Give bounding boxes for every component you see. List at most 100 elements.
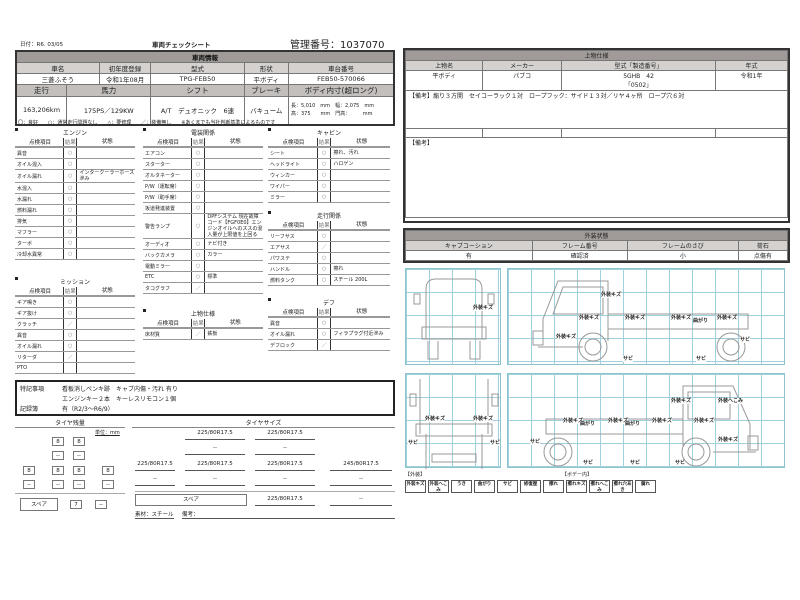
check-row: エアサス ／ <box>268 242 390 253</box>
value: 5GHB 42 <box>623 73 654 80</box>
rear-view-diagram: 外装キズ 外装キズ サビ サビ <box>405 373 501 469</box>
column-header: 状態 <box>356 222 368 228</box>
check-row: 異音 ○ <box>15 330 135 341</box>
check-result: ○ <box>316 181 332 191</box>
check-row: エアコン ○ <box>143 148 263 159</box>
tire-size-title: タイヤサイズ <box>132 418 395 428</box>
column-header: 結果 <box>63 287 78 295</box>
date: 日付：R6. 03/05 <box>20 42 64 48</box>
check-result: ○ <box>63 249 78 259</box>
check-result: ○ <box>191 261 206 271</box>
damage-mark: 外装キズ <box>652 418 673 424</box>
check-result: ○ <box>191 239 206 249</box>
check-row: ウィンカー ○ <box>268 170 390 181</box>
left-side-diagram: 外装キズ 外装キズ 外装キズ 外装キズ 曲がり 外装キズ 外装キズ サビ サビ … <box>507 268 785 365</box>
check-result: ○ <box>191 159 206 169</box>
label: 型式 <box>150 62 245 74</box>
damage-mark: サビ <box>530 439 541 445</box>
damage-mark: 外装キズ <box>671 398 692 404</box>
value: 平ボディ <box>404 70 484 91</box>
tire-size: -- <box>185 445 245 455</box>
check-result: ○ <box>63 227 78 237</box>
tire-remain-box: 8 <box>102 466 114 475</box>
label: ボディ内寸(超ロング) <box>287 84 395 97</box>
check-item: オルタネーター <box>145 172 181 179</box>
body-dims-1: 長：5,010 mm 幅：2,075 mm <box>290 103 375 110</box>
check-row: P/W（運転席） ○ <box>143 181 263 192</box>
horsepower: 175PS／129KW <box>66 96 152 125</box>
damage-legend-chip: 擦れ穴あき <box>612 480 633 493</box>
check-row: 燃料漏れ ○ <box>15 205 135 216</box>
check-item: P/W（運転席） <box>145 183 180 190</box>
tire-size: -- <box>255 476 315 486</box>
check-item: デフロック <box>270 342 296 349</box>
front-view-diagram: 外装キズ <box>405 268 501 365</box>
serial: 「0502」 <box>624 82 653 89</box>
tire-remain-box: -- <box>73 480 85 489</box>
check-item: 床材質 <box>145 331 161 338</box>
column-header: 点検項目 <box>156 321 179 327</box>
column-header: 結果 <box>316 308 332 316</box>
check-row: ギア抜け ○ <box>15 308 135 319</box>
check-item: ターボ <box>17 240 33 247</box>
check-status: 擦れ <box>333 266 344 272</box>
check-result: ○ <box>191 148 206 158</box>
check-row: バックカメラ ○ カラー <box>143 250 263 261</box>
tire-remain-box: 8 <box>73 466 85 475</box>
check-item: 燃料漏れ <box>17 207 38 214</box>
damage-mark: サビ <box>408 440 419 446</box>
record-book-label: 記録簿 <box>20 406 39 413</box>
damage-mark: 外装キズ <box>625 315 646 321</box>
check-result: ○ <box>63 170 78 182</box>
check-row: 警告ランプ ○ DPFシステム 現在故障コード【FGF0E0】エンジンオイルへのスス… <box>143 214 263 239</box>
damage-mark: 外装キズ <box>717 315 738 321</box>
spare-size-label: スペア <box>135 494 247 506</box>
check-item: パワステ <box>270 255 291 262</box>
check-item: ギア鳴き <box>17 299 38 306</box>
column-header: 状態 <box>101 288 113 294</box>
check-item: エアサス <box>270 244 290 251</box>
damage-legend-chip: 擦れへこみ <box>589 480 610 493</box>
remarks-line: エンジンキー２本 キーレスリモコン１個 <box>62 396 177 403</box>
damage-mark: 外装キズ <box>473 416 494 422</box>
check-result: ／ <box>316 242 332 252</box>
tire-size: 245/80R17.5 <box>330 461 392 471</box>
section-title: 走行関係 <box>268 211 390 221</box>
check-status: 鉄板 <box>207 331 218 337</box>
label: 型式「製造番号」 <box>560 60 717 71</box>
column-header: 結果 <box>63 138 78 146</box>
check-item: P/W（助手席） <box>145 194 180 201</box>
check-item: 水漏れ <box>17 196 33 203</box>
tire-remain-box: 8 <box>23 466 35 475</box>
check-result: ／ <box>63 352 78 362</box>
label: シフト <box>150 84 245 97</box>
damage-mark: 外装キズ <box>718 437 739 443</box>
check-item: 異音 <box>17 150 28 157</box>
electrical-check-table: 電装関係 点検項目 結果 状態 エアコン ○ スターター ○ オルタネーター ○ P/W（運転席） ○… <box>143 128 263 294</box>
label: 車名 <box>15 62 100 74</box>
check-item: ヘッドライト <box>270 161 301 168</box>
cabin-check-table: キャビン 点検項目 結果 状態 シート ○ 擦れ、汚れ ヘッドライト ○ ハロゲン ウィンカー ○ ワイ… <box>268 128 390 203</box>
check-item: オーディオ <box>145 241 170 248</box>
tire-size: -- <box>330 476 392 486</box>
brake: バキューム <box>243 96 289 125</box>
damage-mark: 外装キズ <box>556 334 577 340</box>
check-row: タコグラフ ／ <box>143 283 263 294</box>
section-title: 上物仕様 <box>143 309 263 319</box>
damage-mark: 外装キズ <box>671 315 692 321</box>
check-status: 標準 <box>207 274 218 280</box>
check-result: ○ <box>316 329 332 339</box>
damage-legend-chip: 修復歴 <box>520 480 541 493</box>
damage-legend-chip: 外装へこみ <box>428 480 449 493</box>
check-item: ワイパー <box>270 183 290 190</box>
damage-mark: 曲がり <box>693 318 709 324</box>
tire-remain-box: -- <box>73 451 85 460</box>
check-result: ○ <box>191 192 206 202</box>
check-item: リターダ <box>17 354 38 361</box>
check-item: タコグラフ <box>145 285 171 292</box>
check-item: ハンドル <box>270 266 291 273</box>
check-status: スチール 200L <box>333 277 368 283</box>
column-header-row: 点検項目 結果 状態 <box>15 287 135 297</box>
column-header: 点検項目 <box>28 289 51 295</box>
check-result: ／ <box>191 283 206 293</box>
